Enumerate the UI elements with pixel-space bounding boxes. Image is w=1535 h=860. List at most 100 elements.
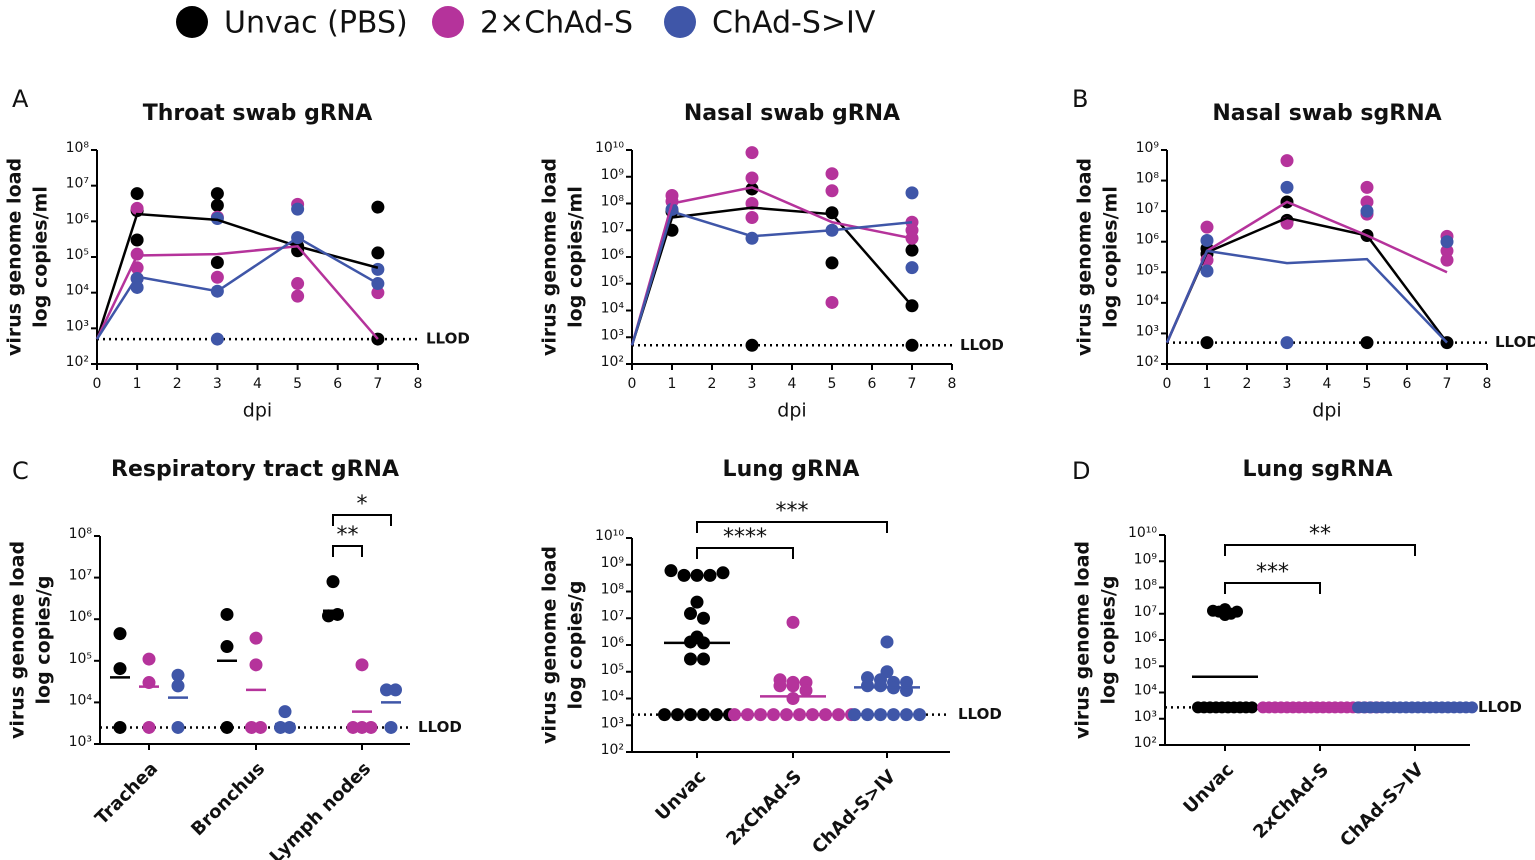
y-tick-label: 10²: [66, 354, 89, 370]
legend-label: ChAd-S>IV: [712, 6, 876, 41]
data-point: [113, 627, 127, 641]
data-point: [900, 683, 913, 697]
y-tick-label: 10⁵: [601, 662, 624, 678]
y-axis-label: virus genome load: [7, 541, 29, 739]
data-point: [684, 607, 697, 621]
x-tick-label: 1: [1203, 376, 1212, 392]
chart-title: Lung gRNA: [723, 457, 860, 482]
data-point: [1440, 235, 1454, 249]
y-tick-label: 10⁴: [1134, 683, 1158, 699]
data-point: [684, 652, 697, 666]
y-tick-label: 10⁸: [66, 140, 90, 156]
y-tick-label: 10⁶: [601, 247, 625, 263]
x-tick-label: 3: [1283, 376, 1292, 392]
panel-label: D: [1072, 457, 1090, 485]
legend-swatch: [664, 6, 696, 38]
data-point: [210, 198, 224, 212]
data-point: [1231, 605, 1243, 618]
panel-label: C: [12, 457, 29, 485]
data-point: [773, 679, 787, 693]
y-tick-label: 10¹⁰: [1128, 525, 1157, 541]
y-tick-label: 10⁹: [1136, 140, 1160, 156]
y-tick-label: 10⁴: [601, 689, 625, 705]
data-point: [786, 692, 800, 705]
mean-line: [95, 244, 379, 340]
significance-bracket: [696, 521, 888, 533]
data-point: [799, 683, 813, 697]
data-point: [245, 720, 258, 734]
llod-label: LLOD: [960, 336, 1004, 354]
significance-label: ****: [723, 525, 767, 550]
data-point: [113, 662, 127, 676]
significance-bracket: [1224, 582, 1321, 594]
y-tick-label: 10³: [1136, 323, 1159, 339]
data-point: [684, 708, 697, 722]
x-tick-label: 5: [1363, 376, 1372, 392]
data-point: [710, 708, 723, 722]
y-tick-label: 10⁷: [1134, 604, 1157, 620]
data-point: [210, 187, 224, 201]
data-point: [364, 720, 378, 734]
data-point: [1440, 253, 1454, 267]
data-point: [658, 708, 671, 722]
data-point: [745, 171, 759, 185]
panel-label: B: [1072, 85, 1088, 113]
significance-label: ***: [776, 499, 809, 524]
chart-title: Nasal swab sgRNA: [1212, 101, 1441, 126]
y-tick-label: 10³: [601, 327, 624, 343]
data-point: [793, 708, 806, 722]
data-point: [1280, 336, 1294, 350]
y-axis-label: virus genome load: [1074, 158, 1096, 356]
y-axis-label: log copies/g: [565, 581, 587, 710]
data-point: [874, 708, 887, 722]
x-tick-label: 1: [668, 376, 677, 392]
data-point: [371, 286, 385, 300]
x-tick-label: 0: [93, 376, 102, 392]
data-point: [171, 720, 185, 734]
data-point: [664, 564, 678, 578]
data-point: [389, 683, 402, 697]
x-tick-label: 2: [1243, 376, 1252, 392]
data-point: [745, 338, 759, 352]
data-point: [690, 568, 704, 582]
data-point: [210, 332, 224, 346]
data-point: [371, 200, 385, 214]
data-point: [767, 708, 780, 722]
significance-bracket: [332, 545, 363, 557]
y-tick-label: 10²: [601, 354, 624, 370]
data-point: [1440, 244, 1454, 258]
data-point: [905, 186, 919, 200]
y-tick-label: 10⁵: [1134, 656, 1157, 672]
data-point: [780, 708, 793, 722]
y-axis-label: log copies/ml: [1100, 186, 1122, 328]
data-point: [249, 658, 263, 672]
x-tick-label: 8: [414, 376, 423, 392]
mean-line: [630, 209, 913, 346]
data-point: [703, 568, 717, 582]
x-tick-label: Unvac: [651, 766, 710, 825]
x-tick-label: 7: [1443, 376, 1452, 392]
llod-label: LLOD: [958, 705, 1002, 723]
x-tick-label: 1: [133, 376, 142, 392]
data-point: [1200, 233, 1214, 247]
data-point: [1280, 154, 1294, 168]
y-tick-label: 10⁶: [601, 635, 625, 651]
y-tick-label: 10³: [66, 318, 89, 334]
x-tick-label: 0: [1163, 376, 1172, 392]
legend-swatch: [176, 6, 208, 38]
x-axis-label: dpi: [1312, 400, 1341, 422]
data-point: [142, 652, 156, 666]
data-point: [819, 708, 832, 722]
data-point: [130, 187, 144, 201]
data-point: [905, 338, 919, 352]
y-axis-label: log copies/g: [33, 576, 55, 705]
y-tick-label: 10⁹: [601, 167, 625, 183]
data-point: [690, 595, 704, 609]
y-tick-label: 10⁵: [66, 247, 89, 263]
data-point: [900, 708, 913, 722]
data-point: [326, 575, 340, 589]
data-point: [848, 708, 861, 722]
data-point: [1246, 701, 1258, 714]
data-point: [384, 720, 398, 734]
y-tick-label: 10⁵: [601, 274, 624, 290]
